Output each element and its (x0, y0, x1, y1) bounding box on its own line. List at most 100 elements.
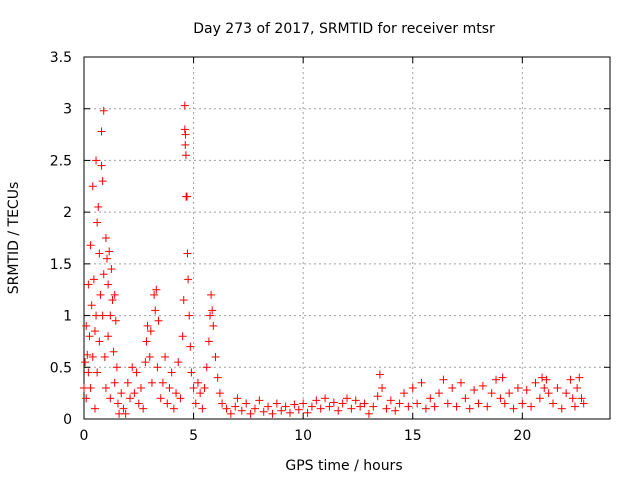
data-point (527, 402, 536, 411)
data-point (375, 370, 384, 379)
data-point (181, 151, 190, 160)
data-point (145, 352, 154, 361)
data-point (439, 375, 448, 384)
data-point (97, 127, 106, 136)
y-tick-label: 2 (63, 205, 72, 221)
data-point (179, 296, 188, 305)
data-point (259, 407, 268, 416)
data-point (312, 396, 321, 405)
data-point (404, 402, 413, 411)
data-point (84, 368, 93, 377)
data-point (110, 290, 119, 299)
data-point (496, 394, 505, 403)
data-point (146, 327, 155, 336)
y-tick-label: 3.5 (50, 50, 72, 66)
data-point (95, 249, 104, 258)
data-point (178, 332, 187, 341)
data-point (206, 311, 215, 320)
data-point (105, 247, 114, 256)
data-point (165, 383, 174, 392)
data-point (117, 389, 126, 398)
data-point (535, 394, 544, 403)
data-point (233, 394, 242, 403)
data-point (421, 404, 430, 413)
data-point (505, 389, 514, 398)
data-point (575, 373, 584, 382)
data-point (113, 399, 122, 408)
data-point (183, 249, 192, 258)
data-point (172, 389, 181, 398)
data-point (169, 404, 178, 413)
data-point (316, 404, 325, 413)
data-point (562, 389, 571, 398)
data-point (87, 301, 96, 310)
data-point (83, 350, 92, 359)
data-point (303, 408, 312, 417)
data-point (134, 399, 143, 408)
data-point (180, 125, 189, 134)
data-point (573, 383, 582, 392)
data-point (128, 363, 137, 372)
data-point (123, 378, 132, 387)
data-point (513, 383, 522, 392)
data-point (207, 290, 216, 299)
data-point (448, 383, 457, 392)
data-point (202, 363, 211, 372)
data-point (378, 383, 387, 392)
data-point (307, 402, 316, 411)
data-point (492, 375, 501, 384)
data-point (325, 402, 334, 411)
data-point (461, 394, 470, 403)
data-point (93, 368, 102, 377)
data-point (86, 241, 95, 250)
data-point (237, 406, 246, 415)
data-point (334, 406, 343, 415)
data-point (107, 265, 116, 274)
data-point (294, 405, 303, 414)
data-point (465, 404, 474, 413)
x-tick-label: 15 (404, 428, 422, 444)
data-point (250, 404, 259, 413)
data-point (161, 352, 170, 361)
data-point (99, 106, 108, 115)
data-point (277, 406, 286, 415)
data-point (213, 373, 222, 382)
y-tick-label: 1.5 (50, 257, 72, 273)
data-point (373, 392, 382, 401)
data-point (82, 394, 91, 403)
data-point (338, 399, 347, 408)
data-point (89, 275, 98, 284)
y-axis-label: SRMTID / TECUs (6, 182, 22, 295)
data-point (108, 296, 117, 305)
data-point (130, 389, 139, 398)
data-point (186, 342, 195, 351)
y-tick-label: 1 (63, 309, 72, 325)
data-point (185, 311, 194, 320)
data-point (549, 399, 558, 408)
data-point (191, 399, 200, 408)
data-point (570, 402, 579, 411)
data-point (522, 386, 531, 395)
data-point (518, 399, 527, 408)
data-point (566, 375, 575, 384)
data-point (193, 378, 202, 387)
y-tick-label: 0.5 (50, 360, 72, 376)
data-point (104, 280, 113, 289)
data-point (151, 306, 160, 315)
data-point (542, 375, 551, 384)
data-point (290, 400, 299, 409)
data-point (577, 394, 586, 403)
data-point (156, 394, 165, 403)
data-point (347, 404, 356, 413)
data-point (209, 321, 218, 330)
data-point (106, 394, 115, 403)
data-point (94, 202, 103, 211)
x-tick-label: 10 (294, 428, 312, 444)
data-point (281, 402, 290, 411)
data-point (215, 389, 224, 398)
data-point (246, 409, 255, 418)
data-point (176, 394, 185, 403)
data-point (452, 402, 461, 411)
data-point (181, 130, 190, 139)
data-point (579, 399, 588, 408)
